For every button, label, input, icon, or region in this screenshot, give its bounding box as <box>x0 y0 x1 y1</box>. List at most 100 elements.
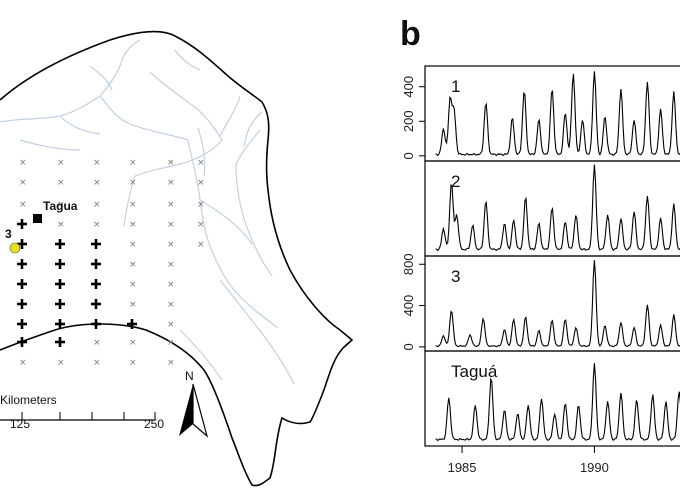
series-line <box>435 260 680 348</box>
station-x-marker: × <box>19 358 27 368</box>
station-x-marker: × <box>129 158 137 168</box>
y-tick-label: 200 <box>401 110 416 132</box>
y-tick-label: 0 <box>401 343 416 350</box>
station-x-marker: × <box>167 338 175 348</box>
station-x-marker: × <box>93 158 101 168</box>
station-x-marker: × <box>93 220 101 230</box>
panel-label: Taguá <box>451 362 498 381</box>
station-x-marker: × <box>129 358 137 368</box>
station-x-marker: × <box>129 178 137 188</box>
x-tick-label: 1985 <box>448 460 477 475</box>
station-x-marker: × <box>167 220 175 230</box>
panel-frame <box>424 350 680 447</box>
site3-label: 3 <box>5 227 12 241</box>
y-tick-label: 0 <box>401 152 416 159</box>
station-x-marker: × <box>197 200 205 210</box>
scale-label: Kilometers <box>0 393 57 407</box>
series-panel: 2 <box>424 160 680 257</box>
series-panel: Taguá <box>424 350 680 447</box>
station-x-marker: × <box>167 280 175 290</box>
panel-letter-b: b <box>400 15 421 53</box>
station-plus-marker <box>91 239 101 249</box>
panel-frame <box>424 255 680 352</box>
scale-tick-label-125: 125 <box>10 417 30 431</box>
time-series-chart: 0 200 400 1 2 0 400 800 3 Taguá 1985 1990 <box>401 65 680 475</box>
station-plus-marker <box>17 219 27 229</box>
site3-marker <box>9 242 21 254</box>
station-x-marker: × <box>93 338 101 348</box>
station-plus-marker <box>55 279 65 289</box>
station-x-marker: × <box>197 240 205 250</box>
station-x-marker: × <box>93 358 101 368</box>
scale-tick-label-250: 250 <box>144 417 164 431</box>
y-tick-label: 400 <box>401 76 416 98</box>
station-x-marker: × <box>167 158 175 168</box>
station-plus-marker <box>17 319 27 329</box>
panel-label: 1 <box>451 77 460 96</box>
station-x-marker: × <box>167 200 175 210</box>
station-x-marker: × <box>57 220 65 230</box>
series-line <box>435 363 680 442</box>
station-plus-marker <box>17 279 27 289</box>
scale-bar: Kilometers 125 250 <box>0 393 164 431</box>
series-panel: 0 200 400 1 <box>401 65 680 162</box>
panel-frame <box>424 65 680 162</box>
station-x-marker: × <box>19 178 27 188</box>
station-x-marker: × <box>129 260 137 270</box>
station-x-marker: × <box>129 338 137 348</box>
station-plus-marker <box>55 299 65 309</box>
north-arrow-icon: N <box>179 369 209 438</box>
station-x-marker: × <box>197 158 205 168</box>
station-plus-marker <box>91 299 101 309</box>
station-plus-marker <box>17 337 27 347</box>
station-plus-marker <box>55 319 65 329</box>
north-label: N <box>185 369 194 383</box>
station-x-marker: × <box>129 240 137 250</box>
station-plus-marker <box>17 239 27 249</box>
station-plus-marker <box>55 259 65 269</box>
station-plus-marker <box>55 337 65 347</box>
x-tick-label: 1990 <box>580 460 609 475</box>
station-x-marker: × <box>19 158 27 168</box>
station-x-marker: × <box>167 260 175 270</box>
station-x-marker: × <box>57 158 65 168</box>
station-x-marker: × <box>167 320 175 330</box>
panel-label: 3 <box>451 267 460 286</box>
station-x-marker: × <box>167 300 175 310</box>
series-panel: 0 400 800 3 <box>401 253 680 352</box>
station-plus-marker <box>17 259 27 269</box>
station-plus-marker <box>91 319 101 329</box>
y-tick-label: 400 <box>401 295 416 317</box>
station-x-marker: × <box>57 178 65 188</box>
station-x-marker: × <box>57 358 65 368</box>
station-plus-marker <box>55 239 65 249</box>
station-x-marker: × <box>197 220 205 230</box>
panel-label: 2 <box>451 172 460 191</box>
station-plus-marker <box>17 299 27 309</box>
station-x-marker: × <box>93 200 101 210</box>
station-x-marker: × <box>167 240 175 250</box>
station-x-marker: × <box>129 300 137 310</box>
station-x-marker: × <box>93 178 101 188</box>
station-x-marker: × <box>167 358 175 368</box>
tagua-station-marker <box>33 214 42 223</box>
tagua-label: Tagua <box>43 199 78 213</box>
station-plus-marker <box>91 259 101 269</box>
map-panel: × × × × × × × × × × × × × × × × × × × × × × × × × × × × × × × × × × × × × × × ×… <box>0 30 354 487</box>
station-x-marker: × <box>167 178 175 188</box>
y-tick-label: 800 <box>401 253 416 275</box>
river-network <box>0 39 295 385</box>
station-x-marker: × <box>129 280 137 290</box>
station-x-marker: × <box>197 178 205 188</box>
station-x-marker: × <box>19 200 27 210</box>
region-boundary <box>0 30 354 487</box>
series-line <box>435 164 680 252</box>
station-plus-marker <box>127 319 137 329</box>
station-grid: × × × × × × × × × × × × × × × × × × × × × × × × × × × × × × × × × × × × × × × ×… <box>17 158 205 368</box>
station-x-marker: × <box>57 200 65 210</box>
station-x-marker: × <box>129 200 137 210</box>
series-line <box>435 71 680 157</box>
station-plus-marker <box>91 279 101 289</box>
station-x-marker: × <box>129 220 137 230</box>
